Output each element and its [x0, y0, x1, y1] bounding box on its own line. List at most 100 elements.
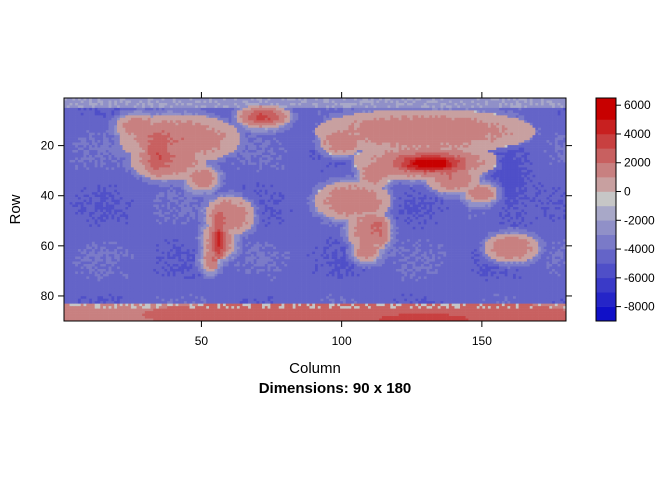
heatmap-cell: [460, 122, 464, 126]
heatmap-cell: [521, 159, 525, 163]
heatmap-cell: [77, 154, 82, 158]
heatmap-cell: [560, 150, 564, 153]
heatmap-cell: [526, 150, 531, 153]
heatmap-cell: [220, 115, 224, 119]
heatmap-cell: [418, 150, 422, 153]
heatmap-cell: [390, 120, 394, 124]
heatmap-cell: [365, 122, 369, 126]
heatmap-cell: [340, 150, 344, 153]
heatmap-cell: [373, 115, 377, 119]
heatmap-cell: [418, 115, 422, 119]
heatmap-cell: [183, 100, 188, 104]
heatmap-cell: [236, 117, 240, 121]
heatmap-cell: [510, 135, 514, 138]
heatmap-cell: [164, 120, 168, 124]
heatmap-cell: [225, 122, 229, 126]
heatmap-cell: [546, 112, 550, 116]
heatmap-cell: [164, 157, 168, 161]
heatmap-cell: [518, 112, 522, 116]
heatmap-cell: [328, 112, 333, 116]
heatmap-cell: [72, 164, 76, 168]
heatmap-cell: [513, 115, 517, 119]
heatmap-cell: [178, 102, 182, 106]
heatmap-cell: [231, 125, 235, 129]
heatmap-cell: [242, 122, 246, 126]
heatmap-cell: [89, 117, 93, 121]
heatmap-cell: [116, 132, 121, 136]
heatmap-cell: [267, 102, 271, 106]
heatmap-cell: [253, 98, 257, 101]
heatmap-cell: [390, 107, 394, 111]
heatmap-cell: [526, 112, 531, 116]
heatmap-cell: [130, 105, 135, 109]
heatmap-cell: [108, 107, 112, 111]
heatmap-cell: [128, 150, 132, 153]
heatmap-cell: [153, 117, 157, 121]
heatmap-cell: [136, 147, 140, 151]
heatmap-cell: [437, 105, 441, 109]
heatmap-cell: [434, 120, 439, 124]
heatmap-cell: [270, 137, 274, 141]
heatmap-cell: [75, 152, 79, 156]
heatmap-cell: [100, 147, 104, 151]
heatmap-cell: [373, 157, 377, 161]
heatmap-cell: [535, 142, 539, 146]
heatmap-cell: [365, 150, 369, 153]
heatmap-cell: [114, 107, 118, 111]
heatmap-cell: [549, 127, 553, 131]
heatmap-cell: [309, 125, 313, 129]
heatmap-cell: [259, 162, 263, 166]
heatmap-cell: [203, 164, 207, 168]
heatmap-cell: [147, 107, 151, 111]
heatmap-cell: [175, 117, 179, 121]
heatmap-cell: [220, 152, 224, 156]
heatmap-cell: [89, 140, 93, 143]
heatmap-cell: [448, 125, 452, 129]
heatmap-cell: [236, 152, 240, 156]
heatmap-cell: [228, 110, 232, 114]
heatmap-cell: [234, 142, 238, 146]
heatmap-cell: [390, 140, 394, 143]
heatmap-cell: [320, 159, 324, 163]
heatmap-cell: [387, 157, 391, 161]
heatmap-cell: [415, 105, 419, 109]
heatmap-cell: [390, 164, 394, 168]
heatmap-cell: [192, 110, 196, 114]
heatmap-cell: [328, 164, 333, 168]
heatmap-cell: [317, 164, 321, 168]
heatmap-cell: [507, 135, 511, 138]
heatmap-cell: [264, 157, 268, 161]
heatmap-cell: [356, 140, 360, 143]
heatmap-cell: [172, 115, 176, 119]
heatmap-cell: [245, 105, 249, 109]
heatmap-cell: [337, 100, 341, 104]
heatmap-cell: [156, 150, 160, 153]
heatmap-cell: [77, 122, 82, 126]
heatmap-cell: [262, 162, 266, 166]
heatmap-cell: [153, 145, 157, 148]
heatmap-cell: [97, 105, 101, 109]
heatmap-cell: [328, 127, 333, 131]
heatmap-cell: [289, 122, 293, 126]
heatmap-cell: [437, 145, 441, 148]
heatmap-cell: [535, 152, 539, 156]
heatmap-cell: [183, 115, 188, 119]
heatmap-cell: [217, 140, 221, 143]
heatmap-cell: [540, 120, 544, 124]
heatmap-cell: [125, 132, 129, 136]
heatmap-cell: [337, 147, 341, 151]
heatmap-cell: [446, 115, 450, 119]
heatmap-cell: [460, 98, 464, 101]
heatmap-cell: [320, 152, 324, 156]
heatmap-cell: [485, 140, 489, 143]
heatmap-cell: [270, 102, 274, 106]
heatmap-cell: [111, 127, 115, 131]
heatmap-cell: [295, 132, 299, 136]
heatmap-cell: [538, 154, 542, 158]
heatmap-cell: [116, 145, 121, 148]
heatmap-cell: [234, 120, 238, 124]
heatmap-cell: [181, 140, 185, 143]
heatmap-cell: [69, 100, 73, 104]
heatmap-cell: [557, 102, 561, 106]
heatmap-cell: [331, 110, 335, 114]
